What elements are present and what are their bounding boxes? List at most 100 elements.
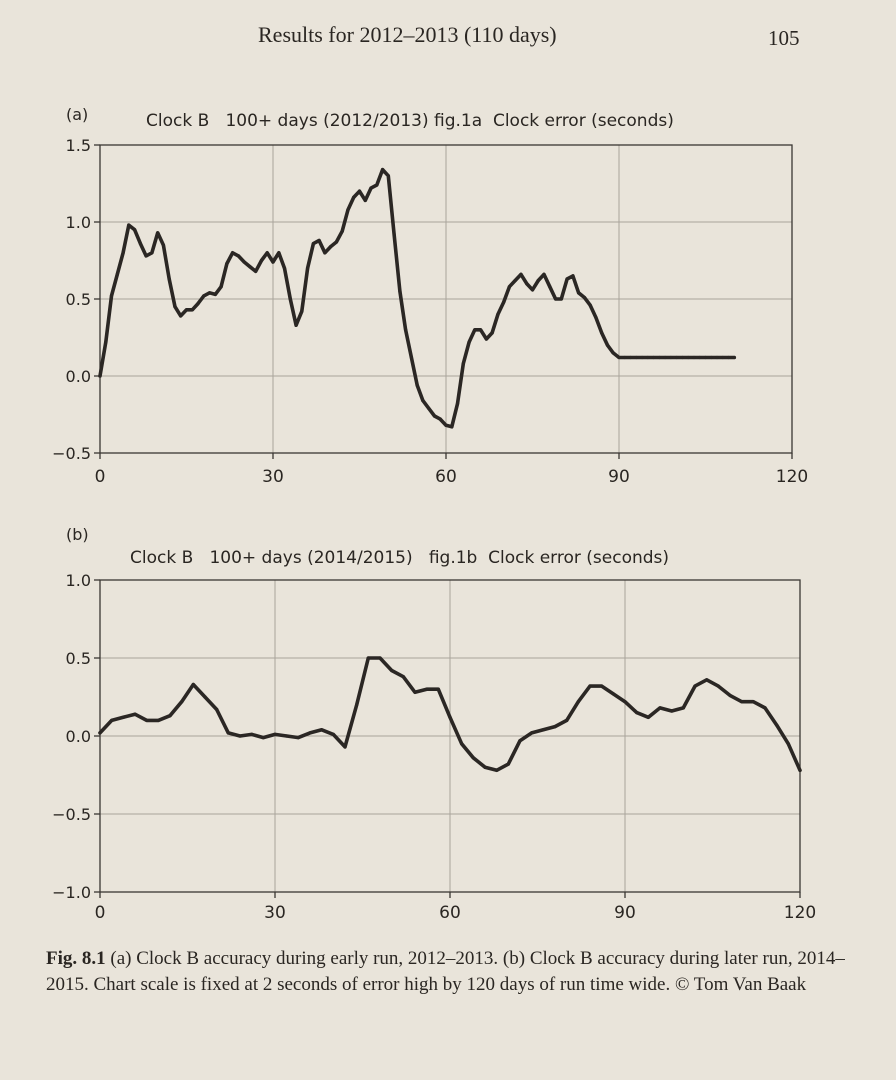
data-point — [180, 700, 184, 704]
data-point — [190, 308, 194, 312]
data-point — [236, 254, 240, 258]
data-point — [300, 309, 304, 313]
y-tick-label: 0.5 — [66, 290, 91, 309]
data-point — [436, 687, 440, 691]
y-tick-label: 1.0 — [66, 571, 91, 590]
data-point — [751, 700, 755, 704]
data-point — [646, 355, 650, 360]
data-point — [317, 238, 321, 243]
x-tick-label: 30 — [262, 467, 284, 487]
data-point — [553, 725, 557, 729]
data-point — [427, 406, 431, 410]
page-number: 105 — [768, 26, 800, 50]
data-point — [334, 240, 338, 244]
data-point — [727, 355, 731, 360]
data-point — [248, 265, 252, 269]
chart-panel-b: (b) Clock B 100+ days (2014/2015) fig.1b … — [52, 525, 816, 923]
data-point — [390, 668, 394, 673]
data-point — [133, 228, 137, 232]
data-point — [506, 762, 510, 766]
data-point — [693, 684, 697, 688]
data-point — [600, 331, 604, 335]
data-point — [471, 756, 475, 760]
caption-text: (a) Clock B accuracy during early run, 2… — [46, 948, 845, 995]
data-point — [565, 277, 569, 281]
data-point — [363, 198, 367, 202]
data-point — [202, 294, 206, 298]
data-point — [698, 355, 702, 360]
x-tick-label: 90 — [608, 467, 630, 487]
data-point — [775, 723, 779, 727]
data-point — [404, 328, 408, 332]
data-point — [265, 251, 269, 255]
data-point — [646, 715, 650, 719]
data-point — [109, 294, 114, 298]
data-point — [375, 183, 379, 187]
data-point — [238, 734, 242, 738]
data-point — [184, 308, 189, 312]
data-point — [357, 189, 362, 193]
data-point — [721, 355, 725, 360]
data-point — [530, 288, 535, 292]
running-title: Results for 2012–2013 (110 days) — [258, 22, 557, 47]
data-point — [323, 251, 327, 255]
data-point — [115, 272, 119, 276]
data-point — [421, 399, 425, 403]
data-point — [121, 715, 125, 719]
y-tick-label: −0.5 — [52, 444, 91, 463]
data-point — [507, 285, 511, 289]
data-point — [576, 700, 580, 704]
data-point — [381, 168, 385, 172]
data-point — [173, 305, 177, 309]
data-point — [168, 714, 172, 718]
data-point — [355, 703, 359, 707]
data-point — [605, 343, 610, 347]
data-point — [709, 355, 713, 360]
data-point — [732, 355, 736, 360]
data-point — [352, 195, 356, 199]
x-tick-label: 90 — [614, 903, 636, 923]
data-point — [519, 272, 523, 276]
data-point — [203, 695, 207, 699]
charts-figure: (a) Clock B 100+ days (2012/2013) fig.1a … — [52, 105, 816, 923]
data-point — [686, 355, 690, 360]
data-point — [127, 223, 131, 227]
data-point — [473, 328, 477, 332]
data-point — [448, 715, 452, 719]
data-point — [640, 355, 644, 360]
data-point — [409, 355, 413, 360]
y-tick-label: 0.0 — [66, 727, 91, 746]
data-point — [215, 707, 219, 712]
data-point — [254, 269, 258, 273]
data-point — [652, 355, 656, 360]
data-point — [763, 706, 767, 710]
data-point — [455, 402, 460, 406]
data-point — [490, 331, 494, 335]
data-point — [331, 732, 335, 737]
data-point — [231, 251, 235, 255]
data-point — [271, 260, 275, 264]
data-point — [565, 718, 569, 723]
data-point — [548, 285, 552, 289]
data-point — [692, 355, 696, 360]
data-point — [483, 765, 487, 769]
data-point — [144, 254, 148, 258]
data-point — [623, 355, 627, 360]
data-point — [513, 278, 517, 283]
data-point — [98, 374, 102, 378]
chart-title: Clock B 100+ days (2012/2013) fig.1a Clo… — [146, 111, 674, 131]
data-point — [282, 266, 287, 270]
data-point — [432, 414, 437, 418]
x-tick-label: 30 — [264, 903, 286, 923]
data-point — [329, 245, 333, 249]
data-point — [133, 712, 137, 716]
data-point — [705, 678, 709, 682]
data-point — [311, 242, 315, 246]
data-point — [288, 297, 292, 301]
data-point — [669, 355, 673, 360]
data-point — [675, 355, 679, 360]
data-point — [145, 718, 149, 723]
figure-caption: Fig. 8.1 (a) Clock B accuracy during ear… — [46, 946, 846, 998]
x-tick-label: 0 — [95, 903, 106, 923]
data-point — [484, 337, 488, 341]
